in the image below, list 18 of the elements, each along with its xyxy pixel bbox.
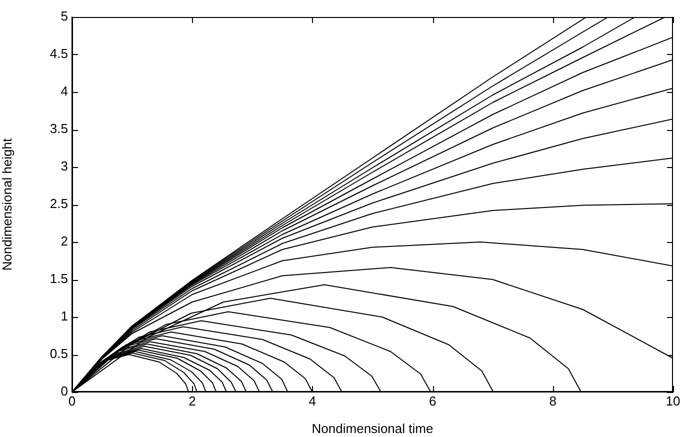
y-tick-label: 4.5 — [50, 46, 68, 62]
y-tick-label: 3.5 — [50, 121, 68, 136]
y-tick-label: 2 — [60, 234, 68, 249]
y-tick-label: 0.5 — [50, 346, 68, 362]
x-tick-label: 8 — [549, 393, 556, 408]
y-tick-label: 5 — [60, 8, 68, 24]
y-tick-label: 0 — [60, 384, 68, 399]
x-axis-title: Nondimensional time — [312, 420, 434, 436]
y-tick-label: 1 — [60, 308, 68, 324]
y-tick-label: 3 — [60, 158, 68, 174]
x-tick-label: 6 — [428, 393, 436, 408]
x-tick-label: 2 — [188, 393, 196, 408]
x-tick-label: 10 — [666, 393, 680, 408]
y-axis-title: Nondimensional height — [0, 138, 14, 271]
y-tick-label: 1.5 — [50, 271, 68, 286]
x-tick-label: 4 — [308, 393, 316, 408]
y-tick-label: 2.5 — [50, 196, 68, 212]
y-tick-label: 4 — [60, 84, 68, 99]
